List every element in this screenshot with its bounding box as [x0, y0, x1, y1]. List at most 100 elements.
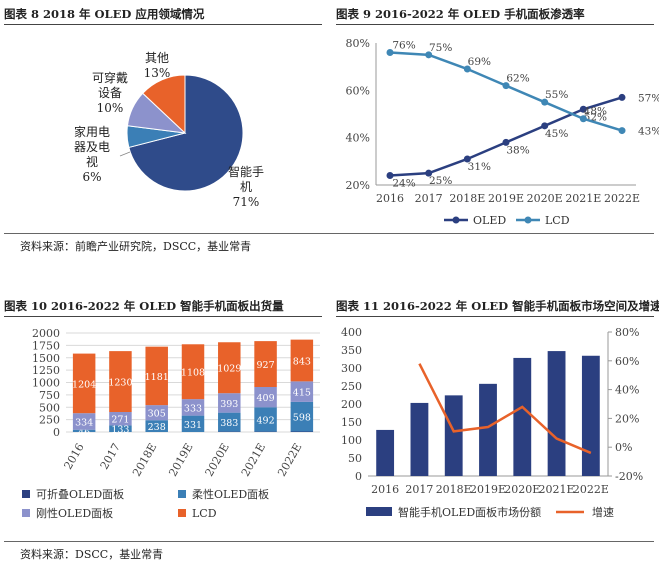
- y-tick-label: 1750: [32, 339, 60, 352]
- growth-rate-line: [418, 363, 592, 455]
- data-label: 38%: [506, 144, 529, 156]
- x-tick-label: 2022E: [275, 441, 304, 479]
- y-tick-label: 250: [39, 414, 60, 427]
- bar-segment: [218, 412, 241, 432]
- x-tick-label: 2019E: [470, 483, 506, 496]
- data-label: 43%: [638, 126, 659, 138]
- legend-swatch: [22, 490, 30, 498]
- bar-segment: [72, 429, 96, 432]
- x-tick-label: 2018E: [449, 192, 485, 205]
- pie-label-line: 家用电: [74, 124, 110, 139]
- y2-tick-label: 60%: [615, 355, 639, 368]
- data-label: 75%: [429, 42, 452, 54]
- data-label: 76%: [392, 39, 415, 51]
- pie-value-label: 10%: [97, 101, 124, 115]
- data-point: [618, 127, 626, 135]
- data-label: 25%: [429, 175, 452, 187]
- x-tick-label: 2021E: [565, 192, 601, 205]
- bar-label: 383: [220, 418, 238, 429]
- bar-segment: [72, 353, 96, 414]
- x-tick-label: 2021E: [239, 441, 268, 479]
- bar-segment: [254, 387, 277, 408]
- pie-label-line: 机: [240, 180, 252, 194]
- x-tick-label: 2016: [61, 441, 86, 472]
- x-tick-label: 2020E: [203, 441, 232, 479]
- y-tick-label: 750: [39, 389, 60, 402]
- x-tick-label: 2016: [376, 192, 404, 205]
- y-tick-label: 80%: [346, 37, 370, 50]
- x-tick-label: 2017: [415, 192, 443, 205]
- data-point: [463, 155, 471, 163]
- bar-label: 927: [257, 360, 275, 371]
- bar-segment: [290, 381, 314, 402]
- legend-label: LCD: [545, 214, 570, 227]
- market-size-bar: [581, 355, 600, 476]
- legend-label: 柔性OLED面板: [192, 487, 269, 501]
- bar-segment: [181, 399, 205, 416]
- x-tick-label: 2018E: [130, 441, 159, 479]
- bar-label: 598: [293, 413, 311, 424]
- legend-label: 智能手机OLED面板市场份额: [398, 505, 541, 519]
- y2-tick-label: 40%: [615, 384, 639, 397]
- pie-slice-0: [128, 74, 244, 192]
- fig9-title: 图表 9 2016-2022 年 OLED 手机面板渗透率: [336, 7, 585, 21]
- bar-segment: [218, 342, 241, 394]
- bar-segment: [254, 341, 277, 388]
- pie-label-line: 视: [86, 154, 98, 169]
- pie-slice-3: [142, 74, 186, 135]
- data-label: 24%: [392, 178, 415, 190]
- x-tick-label: 2019E: [488, 192, 524, 205]
- y-tick-label: 350: [341, 344, 362, 357]
- title-rule-right: [336, 24, 654, 25]
- bar-segment: [290, 339, 314, 382]
- x-tick-label: 2022E: [573, 483, 609, 496]
- x-tick-label: 2018E: [436, 483, 472, 496]
- legend-swatch: [178, 509, 186, 517]
- data-point: [463, 65, 471, 73]
- y2-tick-label: 80%: [615, 326, 639, 339]
- bar-label: 843: [293, 356, 311, 367]
- bar-segment: [72, 413, 96, 430]
- market-size-bar: [513, 357, 532, 476]
- market-size-bar: [376, 429, 395, 476]
- y-tick-label: 400: [341, 326, 362, 339]
- data-point: [502, 138, 510, 146]
- data-point: [386, 48, 394, 56]
- y-tick-label: 0: [355, 470, 362, 483]
- pie-label-line: 智能手: [228, 164, 264, 179]
- data-label: 57%: [638, 92, 659, 104]
- x-tick-label: 2016: [371, 483, 399, 496]
- data-point: [502, 82, 510, 90]
- source-top: 资料来源：前瞻产业研究院，DSCC，基业常青: [20, 240, 252, 253]
- y-tick-label: 200: [341, 398, 362, 411]
- data-point: [425, 51, 433, 59]
- y-tick-label: 1000: [32, 377, 60, 390]
- legend-marker: [452, 216, 460, 224]
- data-point: [541, 98, 549, 106]
- fig11-title: 图表 11 2016-2022 年 OLED 智能手机面板市场空间及增速: [336, 299, 659, 313]
- legend-swatch: [366, 507, 392, 516]
- pie-label-line: 可穿戴: [92, 70, 128, 85]
- bar-segment: [181, 415, 205, 432]
- y-tick-label: 300: [341, 362, 362, 375]
- y-tick-label: 60%: [346, 84, 370, 97]
- legend-swatch: [22, 509, 30, 517]
- market-size-bar: [444, 395, 463, 476]
- bar-segment: [145, 420, 168, 432]
- market-size-bar: [479, 383, 497, 476]
- pie-leader-line: [119, 151, 131, 157]
- bar-segment: [109, 351, 132, 413]
- data-point: [579, 105, 587, 113]
- bar-segment: [290, 401, 314, 432]
- bar-label: 46: [78, 427, 90, 438]
- bar-label: 409: [257, 393, 275, 404]
- x-tick-label: 2019E: [166, 441, 195, 479]
- bar-label: 133: [111, 425, 129, 436]
- market-size-bar: [547, 351, 566, 476]
- data-label: 31%: [468, 161, 491, 173]
